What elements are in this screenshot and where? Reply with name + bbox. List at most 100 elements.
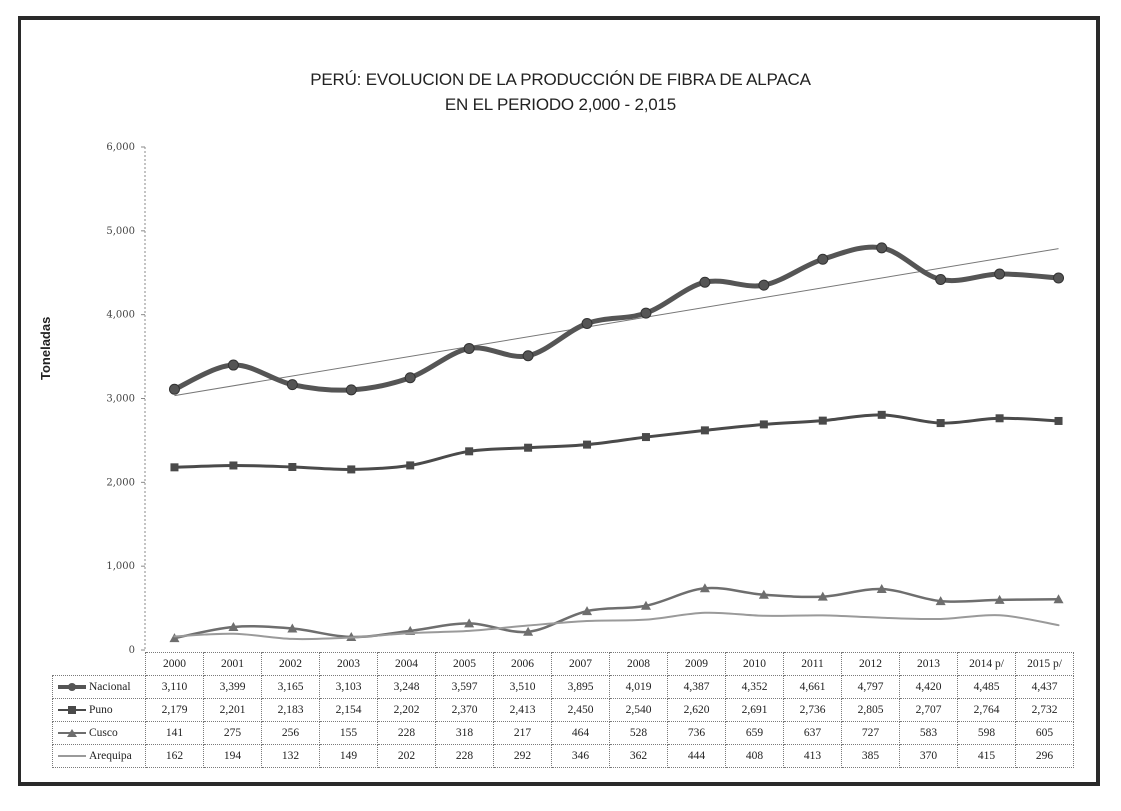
data-label: 408: [725, 744, 784, 768]
series-line-puno: [172, 413, 1061, 471]
series-line-nacional: [171, 244, 1062, 393]
series-name: Arequipa: [89, 750, 132, 762]
category-label: 2013: [899, 652, 958, 676]
data-label: 4,485: [957, 675, 1016, 699]
point-nacional: [345, 384, 357, 396]
data-label: 4,420: [899, 675, 958, 699]
data-label: 3,103: [319, 675, 378, 699]
data-label: 2,707: [899, 698, 958, 722]
point-cusco: [640, 600, 651, 610]
category-label: 2012: [841, 652, 900, 676]
data-label: 2,183: [261, 698, 320, 722]
chart-title-line2: EN EL PERIODO 2,000 - 2,015: [444, 95, 677, 114]
data-label: 385: [841, 744, 900, 768]
point-cusco: [523, 626, 534, 636]
point-puno: [170, 463, 179, 472]
data-label: 3,110: [145, 675, 204, 699]
data-label: 2,179: [145, 698, 204, 722]
point-nacional: [935, 273, 947, 285]
series-line-arequipa: [173, 611, 1060, 641]
point-nacional: [404, 372, 416, 384]
point-cusco: [758, 589, 769, 599]
table-row: Puno 2,179 2,201 2,183 2,154 2,202 2,370 2,413 2…: [52, 698, 1074, 722]
point-cusco: [287, 623, 298, 633]
category-label: 2009: [667, 652, 726, 676]
category-label: 2002: [261, 652, 320, 676]
data-label: 444: [667, 744, 726, 768]
data-label: 217: [493, 721, 552, 745]
data-label: 727: [841, 721, 900, 745]
point-puno: [641, 433, 650, 442]
data-label: 2,201: [203, 698, 262, 722]
point-puno: [877, 410, 886, 419]
data-label: 528: [609, 721, 668, 745]
table-header-row: 2000 2001 2002 2003 2004 2005 2006 2007 2008 2009…: [52, 652, 1074, 676]
data-label: 202: [377, 744, 436, 768]
legend-entry: Cusco: [52, 721, 146, 745]
data-label: 296: [1015, 744, 1074, 768]
data-label: 3,597: [435, 675, 494, 699]
data-label: 3,895: [551, 675, 610, 699]
data-label: 275: [203, 721, 262, 745]
data-label: 362: [609, 744, 668, 768]
data-label: 3,165: [261, 675, 320, 699]
point-cusco: [699, 583, 710, 593]
trendline: [174, 248, 1059, 397]
point-cusco: [876, 584, 887, 594]
point-nacional: [286, 379, 298, 391]
point-nacional: [1053, 272, 1065, 284]
point-cusco: [817, 591, 828, 601]
data-label: 162: [145, 744, 204, 768]
category-label: 2014 p/: [957, 652, 1016, 676]
point-cusco: [582, 606, 593, 616]
data-label: 4,797: [841, 675, 900, 699]
data-label: 2,154: [319, 698, 378, 722]
data-label: 2,691: [725, 698, 784, 722]
data-label: 3,248: [377, 675, 436, 699]
data-label: 228: [377, 721, 436, 745]
data-label: 155: [319, 721, 378, 745]
data-label: 2,736: [783, 698, 842, 722]
legend-key-nacional: [58, 683, 86, 692]
data-label: 2,620: [667, 698, 726, 722]
data-label: 2,732: [1015, 698, 1074, 722]
point-cusco: [994, 594, 1005, 604]
point-nacional: [168, 383, 180, 395]
category-label: 2005: [435, 652, 494, 676]
point-puno: [465, 447, 474, 456]
data-label: 2,202: [377, 698, 436, 722]
data-label: 464: [551, 721, 610, 745]
legend-entry: Puno: [52, 698, 146, 722]
point-puno: [524, 443, 533, 452]
category-label: 2010: [725, 652, 784, 676]
data-label: 605: [1015, 721, 1074, 745]
point-nacional: [758, 279, 770, 291]
series-line-cusco: [173, 586, 1060, 640]
point-cusco: [935, 596, 946, 606]
data-label: 370: [899, 744, 958, 768]
point-nacional: [876, 242, 888, 254]
category-label: 2003: [319, 652, 378, 676]
series-name: Nacional: [89, 681, 131, 693]
data-label: 141: [145, 721, 204, 745]
data-label: 194: [203, 744, 262, 768]
point-puno: [229, 461, 238, 470]
data-label: 413: [783, 744, 842, 768]
series-name: Puno: [89, 704, 113, 716]
point-puno: [936, 419, 945, 428]
category-label: 2011: [783, 652, 842, 676]
data-table: 2000 2001 2002 2003 2004 2005 2006 2007 2008 2009…: [52, 652, 1074, 768]
data-label: 4,019: [609, 675, 668, 699]
data-label: 4,352: [725, 675, 784, 699]
data-label: 2,413: [493, 698, 552, 722]
data-label: 583: [899, 721, 958, 745]
point-nacional: [581, 317, 593, 329]
point-puno: [995, 414, 1004, 423]
point-puno: [759, 420, 768, 429]
point-puno: [406, 461, 415, 470]
data-label: 637: [783, 721, 842, 745]
data-label: 228: [435, 744, 494, 768]
data-label: 2,450: [551, 698, 610, 722]
point-nacional: [699, 276, 711, 288]
